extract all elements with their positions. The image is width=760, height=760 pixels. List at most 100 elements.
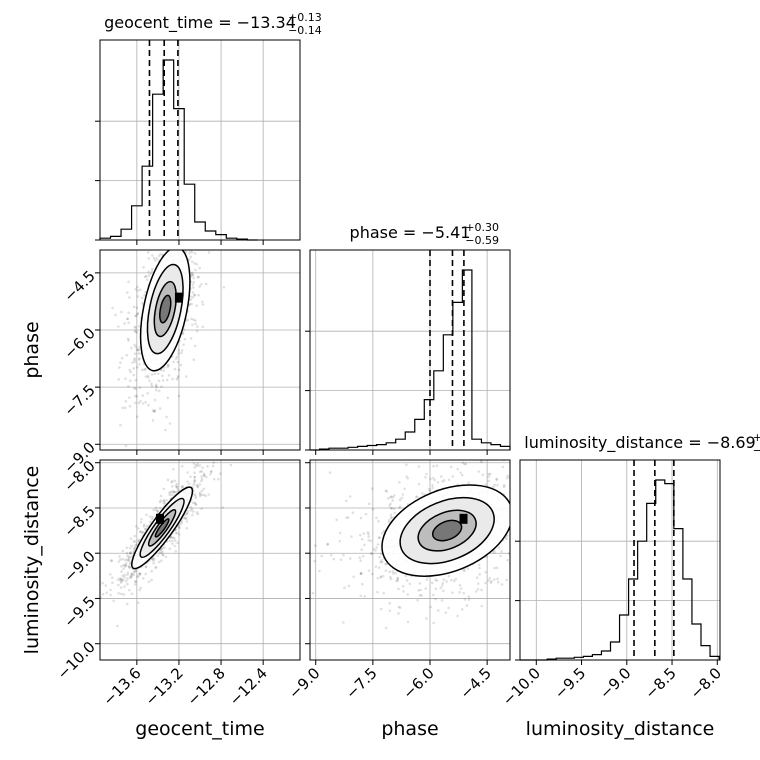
joint-0-2-point — [193, 475, 196, 479]
joint-1-2-point — [497, 546, 501, 550]
joint-1-2-point — [367, 535, 370, 539]
joint-0-2-point — [128, 552, 132, 555]
joint-0-2-point — [159, 494, 163, 498]
joint-0-2-point — [117, 560, 120, 563]
joint-1-2-point — [602, 539, 605, 542]
joint-1-2-point — [541, 474, 544, 477]
joint-0-2-point — [101, 592, 105, 596]
joint-0-2-point — [178, 532, 181, 536]
joint-0-1-point — [150, 254, 154, 257]
joint-0-2-point — [117, 583, 120, 587]
joint-0-1-point — [166, 396, 170, 400]
joint-1-2-point — [344, 499, 348, 503]
hist-2-xtick-label-1: −9.5 — [551, 664, 589, 702]
joint-0-1-point — [126, 317, 129, 321]
joint-0-2-point — [193, 466, 196, 469]
axis-labels: geocent_time phase luminosity_distancephas… — [21, 321, 714, 740]
joint-0-2-point — [158, 506, 162, 510]
joint-0-2-point — [198, 464, 202, 467]
joint-0-2-point — [162, 487, 166, 491]
joint-1-2-point — [561, 549, 564, 552]
joint-0-2-point — [186, 480, 189, 483]
joint-0-1-point — [147, 257, 151, 260]
joint-0-1-point — [157, 254, 161, 258]
joint-0-1-point — [130, 346, 133, 350]
joint-0-1-point — [135, 415, 139, 419]
joint-0-1-point — [188, 257, 191, 261]
joint-0-2-point — [138, 572, 142, 576]
panel-phase-hist: phase = −5.41+0.30−0.59 — [305, 221, 511, 455]
joint-0-2-point — [176, 487, 179, 491]
joint-0-1-point — [124, 444, 128, 448]
joint-1-2-point — [389, 502, 392, 506]
joint-0-1-point — [180, 243, 183, 246]
joint-1-2-point — [506, 558, 509, 562]
joint-0-2-point — [136, 601, 140, 605]
joint-0-2-point — [139, 530, 142, 533]
hist-2-xtick-label-0: −10.0 — [499, 664, 544, 709]
joint-1-2-point — [571, 480, 574, 483]
joint-0-1-point — [144, 274, 148, 278]
joint-1-2-point — [534, 573, 537, 576]
joint-0-2-point — [140, 531, 144, 534]
joint-0-1-point — [188, 251, 191, 255]
joint-1-2-point — [396, 579, 399, 582]
hist-2-title-minus: −0.23 — [753, 444, 760, 457]
joint-0-1-point — [172, 240, 175, 243]
joint-0-1-point — [158, 407, 162, 410]
panel-geocent-time-hist: geocent_time = −13.34+0.13−0.14 — [95, 11, 322, 245]
xlabel-luminosity_distance: luminosity_distance — [526, 718, 715, 740]
joint-0-2-point — [116, 624, 119, 628]
joint-1-2-point — [484, 483, 488, 487]
joint-0-2-point — [148, 515, 152, 518]
joint-0-1-point — [143, 368, 146, 371]
joint-0-2-point — [185, 517, 188, 520]
joint-0-2-point — [194, 502, 197, 506]
joint-0-2-point — [194, 503, 198, 506]
hist-1-title: phase = −5.41 — [350, 223, 471, 242]
joint-0-2-point — [122, 593, 126, 596]
joint-1-2-xtick-label-2: −6.0 — [399, 664, 437, 702]
joint-1-2-point — [496, 483, 499, 487]
joint-1-2-point — [346, 516, 350, 519]
joint-1-2-point — [388, 570, 392, 574]
joint-0-1-point — [190, 272, 193, 275]
joint-0-2-point — [198, 492, 202, 496]
joint-1-2-point — [493, 566, 496, 570]
joint-1-2-point — [447, 478, 451, 482]
joint-0-2-point — [138, 588, 142, 592]
joint-0-2-point — [171, 539, 174, 543]
joint-0-1-point — [144, 275, 147, 279]
joint-1-2-point — [460, 473, 464, 477]
joint-0-2-point — [112, 599, 115, 603]
joint-1-2-point — [424, 475, 427, 479]
joint-0-2-point — [124, 579, 128, 583]
joint-0-1-point — [192, 286, 195, 289]
joint-0-1-point — [191, 295, 195, 299]
joint-0-1-point — [128, 404, 132, 408]
joint-0-1-point — [166, 365, 170, 369]
joint-0-2-point — [154, 566, 157, 570]
joint-0-2-point — [212, 453, 215, 456]
joint-0-1-point — [200, 282, 203, 286]
joint-1-2-point — [512, 501, 515, 504]
joint-1-2-point — [408, 582, 412, 585]
joint-1-2-point — [572, 484, 575, 487]
joint-0-1-point — [175, 244, 178, 247]
joint-0-2-point — [123, 563, 127, 567]
joint-1-2-mode-cell — [459, 513, 468, 524]
joint-0-1-point — [198, 285, 201, 288]
joint-0-1-point — [179, 363, 183, 367]
joint-0-2-point — [187, 482, 191, 485]
joint-1-2-point — [447, 606, 450, 610]
joint-1-2-point — [523, 562, 526, 565]
joint-0-2-point — [145, 513, 148, 517]
joint-1-2-point — [511, 532, 514, 535]
joint-1-2-point — [452, 456, 455, 459]
joint-0-2-point — [173, 479, 177, 483]
joint-0-2-point — [109, 573, 112, 576]
joint-0-1-point — [153, 372, 157, 376]
joint-1-2-point — [330, 553, 333, 557]
joint-1-2-point — [393, 507, 396, 510]
joint-1-2-point — [493, 483, 496, 487]
